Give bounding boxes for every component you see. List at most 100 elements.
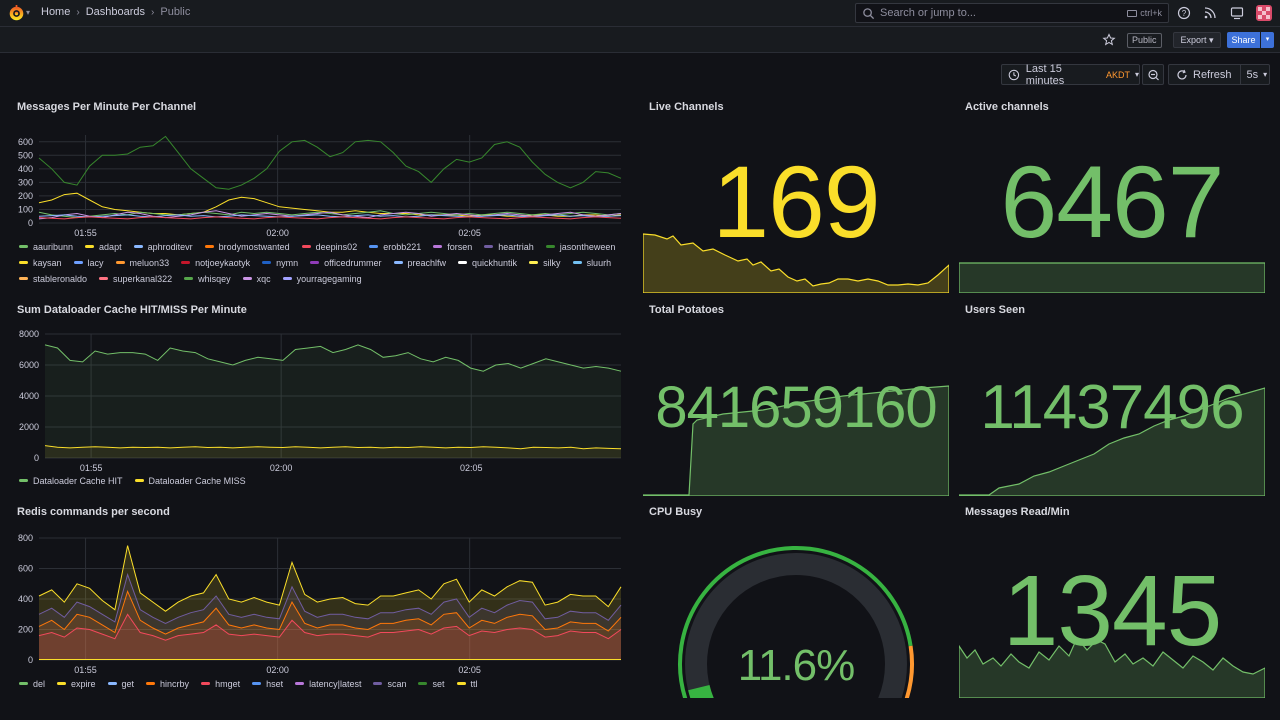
legend-item[interactable]: set xyxy=(418,678,445,689)
legend-label: ttl xyxy=(470,678,478,689)
legend-item[interactable]: hset xyxy=(252,678,283,689)
share-button[interactable]: Share xyxy=(1227,32,1260,48)
messages-line-chart[interactable]: 0 100 200 300 400 500 600 01:55 02:00 02:05 xyxy=(17,129,629,239)
redis-area-chart[interactable]: 0 200 400 600 800 01:55 02:00 02:05 xyxy=(17,532,629,676)
legend-label: yourragegaming xyxy=(296,273,362,284)
search-box[interactable]: Search or jump to... ctrl+k xyxy=(855,3,1169,23)
legend-item[interactable]: erobb221 xyxy=(369,241,421,252)
panel-title: Messages Per Minute Per Channel xyxy=(17,101,197,113)
export-button[interactable]: Export ▾ xyxy=(1173,32,1221,48)
x-tick-label: 01:55 xyxy=(74,228,97,238)
user-avatar[interactable] xyxy=(1256,5,1272,21)
legend-item[interactable]: latency|latest xyxy=(295,678,361,689)
x-tick-label: 02:05 xyxy=(460,463,483,473)
legend-item[interactable]: Dataloader Cache MISS xyxy=(134,475,246,486)
legend-item[interactable]: meluon33 xyxy=(115,257,169,268)
panel-messages-read: Messages Read/Min 1345 xyxy=(959,506,1265,698)
zoom-out-icon xyxy=(1148,69,1159,81)
clock-icon xyxy=(1008,69,1020,80)
breadcrumb: Home › Dashboards › Public xyxy=(41,6,190,18)
legend-item[interactable]: silky xyxy=(529,257,561,268)
legend-item[interactable]: adapt xyxy=(85,241,122,252)
legend-item[interactable]: hincrby xyxy=(146,678,189,689)
legend-item[interactable]: del xyxy=(19,678,45,689)
live-channels-sparkline xyxy=(643,233,949,293)
legend-swatch xyxy=(282,277,292,280)
legend-swatch xyxy=(57,682,67,685)
legend-item[interactable]: get xyxy=(107,678,134,689)
legend-item[interactable]: whisqey xyxy=(184,273,231,284)
live-channels-value: 169 xyxy=(712,145,880,259)
legend-item[interactable]: sluurh xyxy=(572,257,611,268)
search-placeholder[interactable]: Search or jump to... xyxy=(880,7,976,19)
breadcrumb-dashboards[interactable]: Dashboards xyxy=(85,6,146,18)
y-tick-label: 6000 xyxy=(19,360,39,370)
legend-item[interactable]: aauribunn xyxy=(19,241,73,252)
legend-item[interactable]: Dataloader Cache HIT xyxy=(19,475,123,486)
legend-item[interactable]: officedrummer xyxy=(310,257,382,268)
legend-swatch xyxy=(545,245,555,248)
legend-item[interactable]: scan xyxy=(373,678,406,689)
legend-item[interactable]: brodymostwanted xyxy=(204,241,290,252)
series-line xyxy=(44,445,622,450)
legend-swatch xyxy=(310,261,320,264)
kiosk-monitor-icon[interactable] xyxy=(1230,6,1244,20)
y-tick-label: 500 xyxy=(18,150,33,160)
legend-item[interactable]: preachlfw xyxy=(393,257,446,268)
legend-swatch xyxy=(252,682,262,685)
dataloader-area-chart[interactable]: 0 2000 4000 6000 8000 01:55 02:00 02:05 xyxy=(17,328,629,474)
legend-swatch xyxy=(458,261,468,264)
share-options-chevron-icon[interactable]: ▾ xyxy=(1261,32,1274,48)
legend-item[interactable]: nymn xyxy=(262,257,298,268)
logo-menu-chevron-icon[interactable]: ▾ xyxy=(26,8,31,17)
legend-item[interactable]: xqc xyxy=(242,273,271,284)
time-range-picker[interactable]: Last 15 minutes AKDT ▾ xyxy=(1001,63,1140,87)
legend-item[interactable]: quickhuntik xyxy=(458,257,517,268)
legend-item[interactable]: jasontheween xyxy=(545,241,615,252)
legend-item[interactable]: kaysan xyxy=(19,257,62,268)
legend-swatch xyxy=(19,682,28,685)
y-tick-label: 400 xyxy=(18,594,33,604)
grafana-logo-icon[interactable] xyxy=(8,5,25,22)
x-tick-label: 01:55 xyxy=(74,665,97,675)
legend-item[interactable]: forsen xyxy=(433,241,472,252)
legend-label: lacy xyxy=(87,257,104,268)
panel-title: Messages Read/Min xyxy=(965,506,1070,518)
legend-item[interactable]: yourragegaming xyxy=(282,273,362,284)
legend-item[interactable]: deepins02 xyxy=(301,241,357,252)
svg-text:?: ? xyxy=(1182,9,1187,18)
x-tick-label: 02:00 xyxy=(266,665,289,675)
legend-label: forsen xyxy=(447,241,473,252)
legend-swatch xyxy=(393,261,403,264)
gauge-track xyxy=(685,553,907,698)
legend-item[interactable]: ttl xyxy=(456,678,478,689)
gauge-threshold-green xyxy=(678,546,913,698)
refresh-button-label[interactable]: Refresh xyxy=(1193,68,1232,81)
legend-item[interactable]: hmget xyxy=(201,678,240,689)
legend-item[interactable]: expire xyxy=(57,678,96,689)
legend-swatch xyxy=(484,245,494,248)
legend-item[interactable]: aphroditevr xyxy=(133,241,193,252)
x-tick-label: 02:00 xyxy=(270,463,293,473)
messages-read-sparkline xyxy=(959,636,1265,698)
legend-item[interactable]: stableronaldo xyxy=(19,273,87,284)
zoom-out-button[interactable] xyxy=(1142,64,1164,85)
series-area xyxy=(39,591,621,660)
legend-label: hmget xyxy=(215,678,241,689)
legend-item[interactable]: heartriah xyxy=(484,241,534,252)
legend-item[interactable]: lacy xyxy=(73,257,104,268)
series-line xyxy=(38,545,622,612)
help-icon[interactable]: ? xyxy=(1177,6,1191,20)
legend-item[interactable]: superkanal322 xyxy=(99,273,172,284)
refresh-interval[interactable]: 5s xyxy=(1246,68,1259,81)
timezone-label: AKDT xyxy=(1105,69,1130,80)
panel-title: Users Seen xyxy=(965,304,1025,316)
legend-item[interactable]: notjoeykaotyk xyxy=(181,257,250,268)
panel-active-channels: Active channels 6467 xyxy=(959,101,1265,293)
rss-news-icon[interactable] xyxy=(1203,6,1217,20)
legend-swatch xyxy=(204,245,214,248)
legend-swatch xyxy=(418,682,428,685)
star-favorite-icon[interactable] xyxy=(1102,33,1116,47)
refresh-picker[interactable]: Refresh 5s ▾ xyxy=(1168,64,1270,85)
breadcrumb-home[interactable]: Home xyxy=(41,6,71,18)
